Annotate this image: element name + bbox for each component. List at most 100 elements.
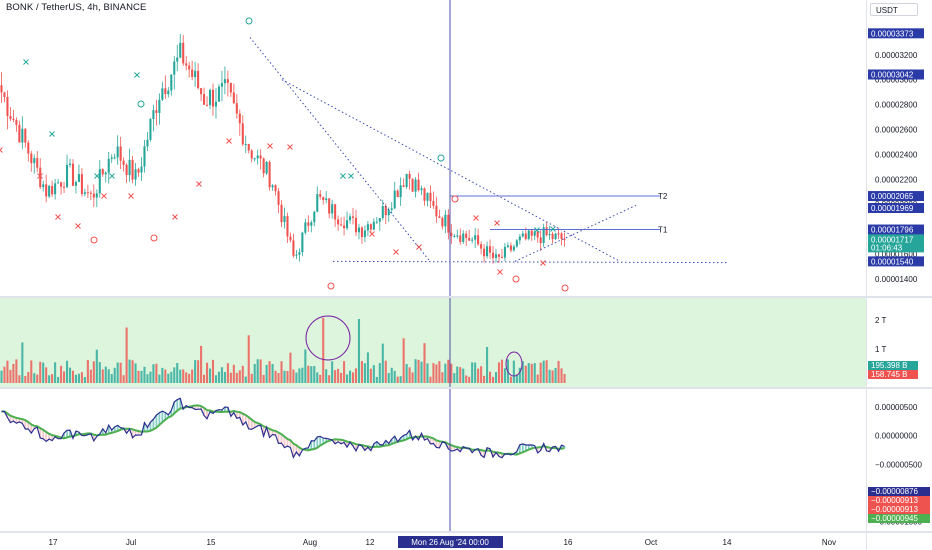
candle-body	[560, 233, 563, 239]
candle-body	[524, 233, 527, 239]
volume-bar	[104, 366, 107, 383]
volume-bar	[554, 367, 557, 383]
candle-body	[36, 158, 39, 168]
price-label: 0.00001969	[871, 204, 914, 213]
candle-body	[435, 205, 438, 217]
volume-bar	[387, 373, 390, 383]
volume-bar	[146, 374, 149, 383]
volume-bar	[292, 369, 295, 383]
candle-body	[9, 116, 12, 119]
volume-bar	[316, 372, 319, 383]
candle-body	[241, 123, 244, 145]
volume-bar	[348, 370, 352, 383]
candle-body	[208, 89, 212, 106]
candle-body	[42, 184, 45, 188]
signal-marker	[23, 59, 29, 65]
volume-bar	[557, 360, 560, 383]
volume-bar	[203, 374, 206, 383]
volume-bar	[527, 363, 530, 383]
annotation-circle	[305, 315, 351, 361]
osc-fast-line	[1, 397, 565, 459]
volume-bar	[563, 373, 566, 383]
time-tick: Jul	[126, 538, 136, 547]
oscillator-pane[interactable]: 0.000005000.00000000−0.00000500−0.000010…	[1, 397, 930, 526]
candle-body	[214, 101, 218, 107]
candle-body	[152, 110, 155, 120]
signal-marker	[393, 249, 399, 255]
volume-bar	[390, 367, 393, 383]
volume-bar	[304, 349, 307, 383]
volume-bar	[119, 362, 122, 383]
candle-body	[89, 192, 92, 194]
candle-body	[521, 233, 524, 237]
candle-body	[33, 158, 36, 164]
candle-body	[375, 221, 378, 223]
time-axis-divider	[0, 531, 932, 533]
price-label: 0.00001717	[871, 235, 914, 244]
candle-body	[77, 174, 80, 182]
volume-bar	[497, 362, 501, 383]
volume-bar	[423, 343, 426, 383]
time-tick: Oct	[645, 538, 658, 547]
volume-bar	[322, 317, 325, 383]
signal-circle	[90, 236, 98, 244]
osc-label: −0.00000913	[871, 505, 918, 514]
volume-bar	[30, 360, 33, 383]
candle-body	[167, 90, 170, 95]
volume-bar	[125, 327, 128, 383]
volume-bar	[235, 372, 238, 383]
candle-body	[65, 164, 69, 188]
candle-body	[51, 185, 54, 195]
candle-body	[128, 159, 131, 176]
candle-body	[494, 254, 498, 258]
volume-bar	[122, 375, 125, 383]
candle-body	[104, 172, 107, 175]
candle-body	[533, 231, 536, 236]
price-pane[interactable]: T2 T1	[0, 17, 729, 292]
price-label-bg	[868, 69, 924, 80]
candle-body	[39, 167, 42, 188]
candle-body	[542, 227, 545, 243]
volume-bar	[68, 367, 72, 383]
signal-marker	[348, 173, 354, 179]
candle-body	[86, 192, 89, 194]
volume-bar	[500, 359, 503, 383]
symbol-title[interactable]: BONK / TetherUS, 4h, BINANCE	[6, 2, 147, 13]
volume-label-bg	[868, 370, 918, 379]
candle-body	[548, 234, 551, 236]
candle-body	[244, 143, 247, 145]
price-tick: 0.00002800	[875, 101, 918, 110]
volume-bar	[417, 359, 420, 383]
volume-bar	[459, 367, 462, 383]
volume-bar	[63, 371, 66, 383]
signal-marker	[49, 131, 55, 137]
volume-bar	[131, 360, 134, 383]
volume-bar	[536, 374, 539, 383]
candle-body	[262, 158, 265, 174]
candle-body	[134, 169, 137, 180]
volume-bar	[447, 359, 450, 383]
candle-body	[509, 245, 512, 251]
volume-bar	[465, 375, 468, 383]
candle-body	[170, 74, 173, 91]
volume-bar	[259, 359, 262, 383]
candle-body	[331, 204, 334, 214]
signal-marker	[550, 226, 556, 232]
pane-divider-oscillator[interactable]	[0, 387, 932, 389]
osc-tick: 0.00000000	[875, 432, 918, 441]
signal-marker	[94, 173, 100, 179]
candle-body	[480, 244, 483, 249]
candle-body	[468, 237, 471, 241]
candle-body	[512, 246, 515, 251]
volume-bar	[176, 362, 179, 383]
volume-bar	[223, 371, 226, 383]
candle-body	[289, 236, 292, 241]
candle-body	[74, 181, 78, 186]
volume-bar	[548, 369, 551, 383]
pane-divider-volume[interactable]	[0, 296, 932, 298]
currency-selector[interactable]: USDT	[870, 3, 918, 16]
candle-body	[140, 166, 143, 173]
volume-bar	[277, 372, 280, 383]
